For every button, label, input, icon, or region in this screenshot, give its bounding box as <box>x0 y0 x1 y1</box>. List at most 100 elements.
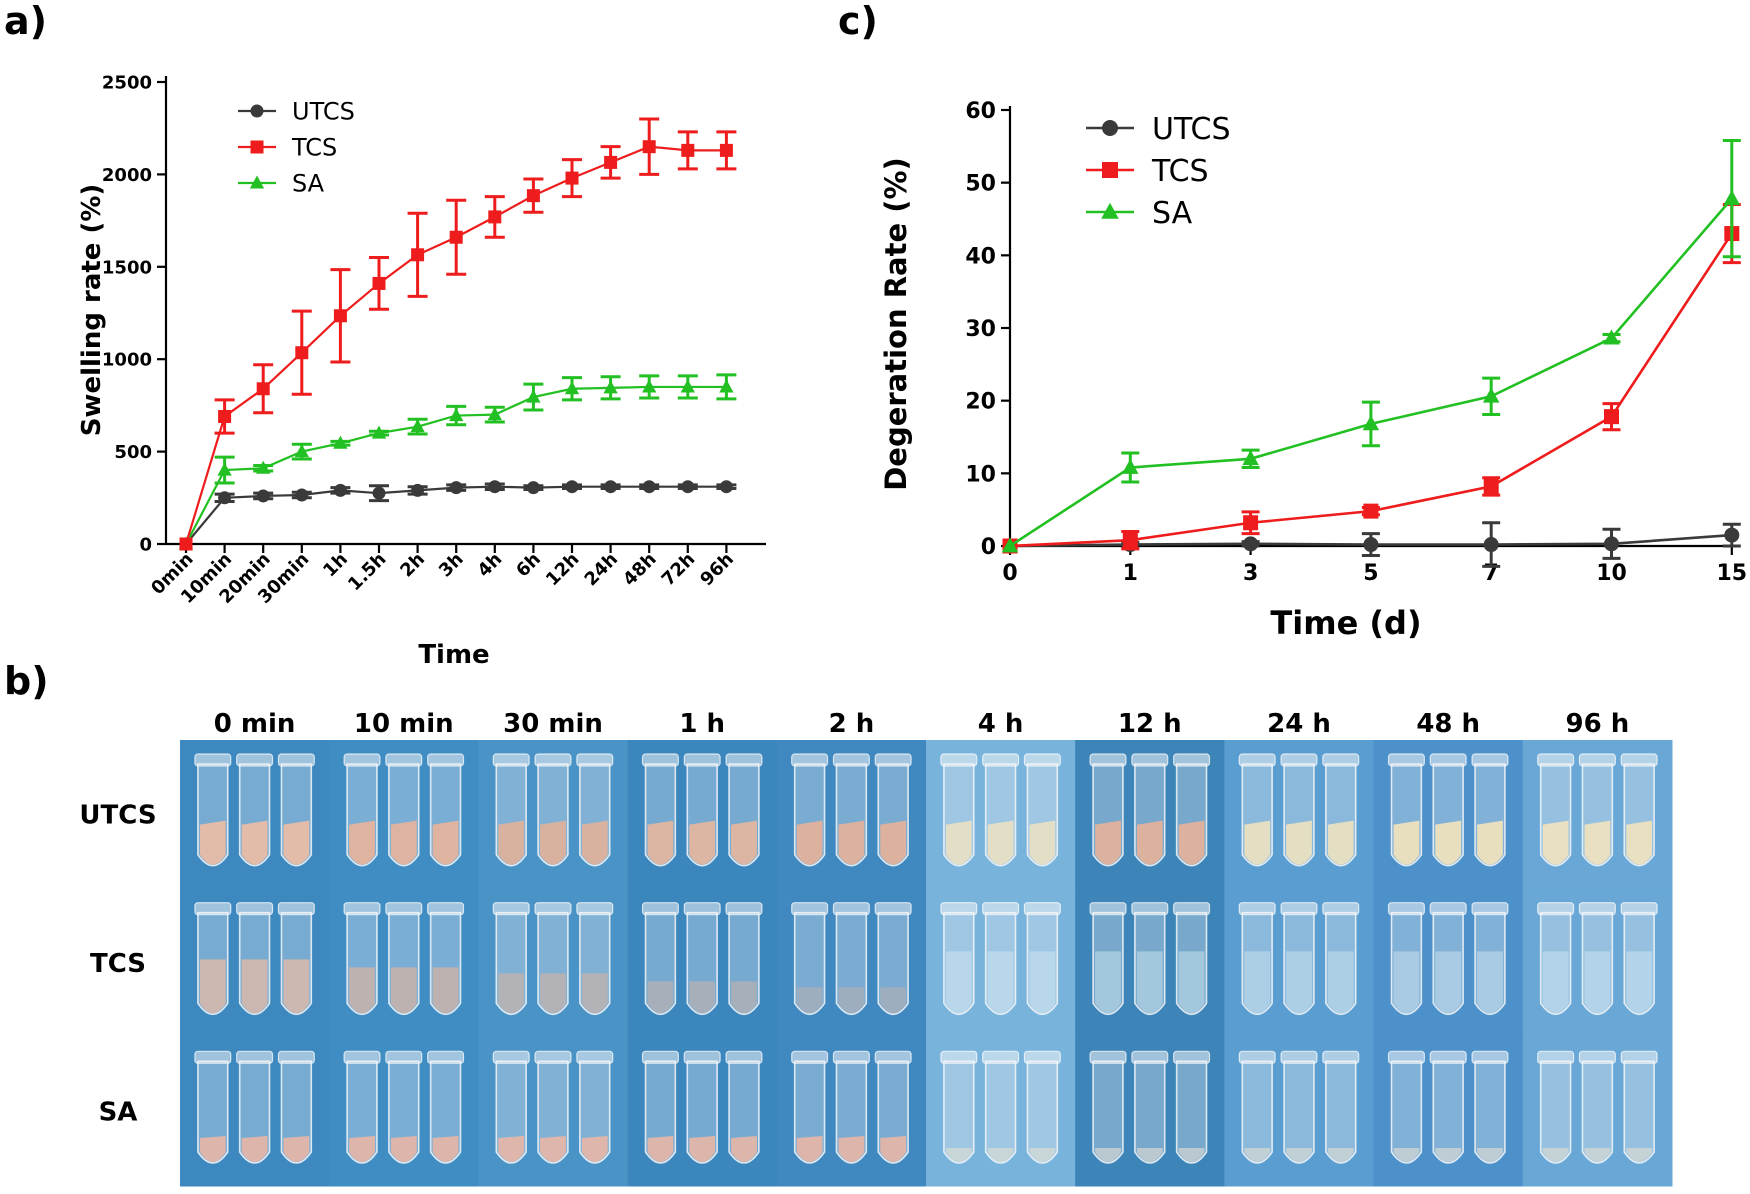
tube-image <box>1023 753 1061 867</box>
legend-marker-tcs <box>250 140 264 154</box>
tube-image <box>1089 1050 1127 1164</box>
tube-image <box>1537 902 1575 1016</box>
tube-image <box>1620 753 1658 867</box>
data-point-sa <box>642 379 657 393</box>
tube-image <box>1387 1050 1425 1164</box>
tube-image <box>1238 1050 1276 1164</box>
x-tick-label: 48h <box>619 549 661 591</box>
photo-grid: 0 min 10 min 30 min 1 h 2 h 4 h 12 h 24 h 48 h 96… <box>79 709 1673 1187</box>
chart-a-y-axis-title: Swelling rate (%) <box>77 184 107 437</box>
legend-label-tcs: TCS <box>291 134 337 162</box>
tube-image <box>940 1050 978 1164</box>
photo-cell <box>776 740 927 890</box>
photo-cell <box>1373 1037 1524 1187</box>
time-header: 2 h <box>829 709 875 739</box>
tube-image <box>236 1050 274 1164</box>
data-point-tcs <box>1483 478 1499 494</box>
data-point-tcs <box>411 248 425 262</box>
panel-label-a: a) <box>4 0 47 43</box>
tube-image <box>427 753 465 867</box>
x-tick-label: 10 <box>1596 561 1627 586</box>
tube-image <box>683 1050 721 1164</box>
data-point-tcs <box>681 143 695 157</box>
tube-image <box>385 902 423 1016</box>
data-point-tcs <box>1604 409 1619 425</box>
x-tick-label: 1.5h <box>344 549 390 595</box>
series-tcs-line <box>1009 232 1733 548</box>
data-point-sa <box>1001 537 1019 553</box>
data-point-tcs <box>719 143 733 157</box>
legend-item-tcs: TCS <box>1086 154 1209 189</box>
tube-image <box>641 753 679 867</box>
data-point-utcs <box>488 480 502 494</box>
tube-image <box>194 1050 232 1164</box>
data-point-utcs <box>642 480 656 494</box>
tube-image <box>1429 1050 1467 1164</box>
photo-cell <box>1075 740 1225 890</box>
y-tick-label: 20 <box>965 390 996 415</box>
tube-image <box>1023 902 1061 1016</box>
tube-image <box>1173 753 1211 867</box>
data-point-tcs <box>1122 532 1138 548</box>
tube-image <box>343 1050 381 1164</box>
legend-marker-utcs <box>250 104 264 118</box>
tube-image <box>832 753 870 867</box>
photo-cell <box>926 888 1076 1038</box>
data-point-utcs <box>333 483 347 497</box>
series-tcs <box>179 117 737 551</box>
tube-image <box>725 902 763 1016</box>
time-header: 96 h <box>1566 709 1630 739</box>
tube-image <box>832 902 870 1016</box>
data-point-utcs <box>604 480 618 494</box>
tube-image <box>1620 902 1658 1016</box>
tube-image <box>1131 753 1169 867</box>
photo-cell <box>1075 1037 1225 1187</box>
data-point-tcs <box>565 171 579 185</box>
photo-cell <box>1224 888 1375 1038</box>
photo-cell <box>627 1037 778 1187</box>
tube-image <box>791 753 829 867</box>
time-header: 1 h <box>679 709 725 739</box>
data-point-utcs <box>565 480 579 494</box>
photo-cell <box>1373 740 1524 890</box>
time-header: 24 h <box>1267 709 1331 739</box>
tube-image <box>277 902 315 1016</box>
panel-label-b: b) <box>4 659 49 703</box>
x-tick-label: 24h <box>581 549 623 591</box>
tube-image <box>832 1050 870 1164</box>
data-point-tcs <box>218 409 232 423</box>
legend-label-sa: SA <box>292 170 325 198</box>
photo-cell <box>180 888 330 1038</box>
tube-image <box>277 753 315 867</box>
y-tick-label: 1000 <box>102 350 152 371</box>
y-tick-label: 40 <box>965 244 996 269</box>
tube-image <box>1537 1050 1575 1164</box>
legend-marker-utcs <box>1102 120 1118 136</box>
tube-image <box>940 753 978 867</box>
data-point-tcs <box>488 210 502 224</box>
tube-image <box>791 902 829 1016</box>
photo-cell <box>329 1037 479 1187</box>
tube-image <box>1471 753 1509 867</box>
chart-a-legend: UTCS TCS SA <box>238 98 355 198</box>
data-point-tcs <box>604 155 618 169</box>
data-point-tcs <box>642 140 656 154</box>
tube-image <box>1471 1050 1509 1164</box>
legend-label-sa: SA <box>1152 196 1193 231</box>
tube-image <box>492 902 530 1016</box>
legend-label-tcs: TCS <box>1151 154 1209 189</box>
legend-item-utcs: UTCS <box>238 98 355 126</box>
tube-image <box>534 902 572 1016</box>
tube-image <box>1089 902 1127 1016</box>
data-point-sa <box>256 460 271 474</box>
tube-image <box>492 1050 530 1164</box>
data-point-utcs <box>719 480 733 494</box>
x-tick-label: 3h <box>435 549 468 582</box>
data-point-sa <box>603 380 618 394</box>
tube-image <box>1238 753 1276 867</box>
y-tick-label: 60 <box>965 99 996 124</box>
data-point-tcs <box>449 230 463 244</box>
tube-image <box>343 902 381 1016</box>
